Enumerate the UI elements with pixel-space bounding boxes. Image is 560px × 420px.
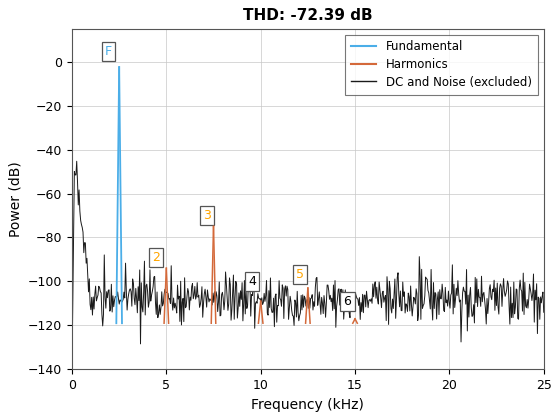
X-axis label: Frequency (kHz): Frequency (kHz) xyxy=(251,398,365,412)
Text: 3: 3 xyxy=(203,209,211,222)
Text: 2: 2 xyxy=(152,251,160,264)
Text: 6: 6 xyxy=(343,295,352,308)
Title: THD: -72.39 dB: THD: -72.39 dB xyxy=(243,8,372,24)
Y-axis label: Power (dB): Power (dB) xyxy=(8,161,22,237)
Legend: Fundamental, Harmonics, DC and Noise (excluded): Fundamental, Harmonics, DC and Noise (ex… xyxy=(344,34,538,95)
Text: F: F xyxy=(105,45,113,58)
Text: 4: 4 xyxy=(248,275,256,288)
Text: 5: 5 xyxy=(296,268,304,281)
